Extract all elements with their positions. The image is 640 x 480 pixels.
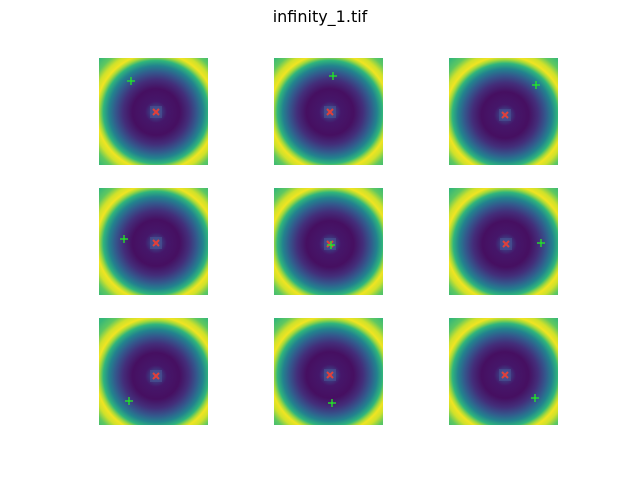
probe-plus-marker [120,235,128,243]
target-x-marker [152,108,160,116]
heatmap-image [449,58,558,165]
heatmap-image [274,58,383,165]
image-panel-bottom-center [274,318,383,425]
target-x-marker [152,239,160,247]
image-panel-bottom-right [449,318,558,425]
probe-plus-marker [537,239,545,247]
target-x-marker [502,240,510,248]
target-x-marker [326,371,334,379]
image-panel-top-right [449,58,558,165]
image-panel-bottom-left [99,318,208,425]
image-panel-middle-center [274,188,383,295]
image-panel-top-center [274,58,383,165]
image-panel-top-left [99,58,208,165]
probe-plus-marker [329,72,337,80]
heatmap-image [99,58,208,165]
target-x-marker [501,371,509,379]
heatmap-image [99,188,208,295]
probe-plus-marker [127,77,135,85]
target-x-marker [326,240,334,248]
target-x-marker [501,111,509,119]
probe-plus-marker [532,81,540,89]
target-x-marker [326,108,334,116]
heatmap-image [449,318,558,425]
image-panel-middle-right [449,188,558,295]
probe-plus-marker [531,394,539,402]
heatmap-image [449,188,558,295]
heatmap-image [274,318,383,425]
figure-title: infinity_1.tif [272,7,368,26]
target-x-marker [152,372,160,380]
image-panel-middle-left [99,188,208,295]
probe-plus-marker [327,241,335,249]
heatmap-image [99,318,208,425]
probe-plus-marker [125,397,133,405]
heatmap-image [274,188,383,295]
probe-plus-marker [328,399,336,407]
